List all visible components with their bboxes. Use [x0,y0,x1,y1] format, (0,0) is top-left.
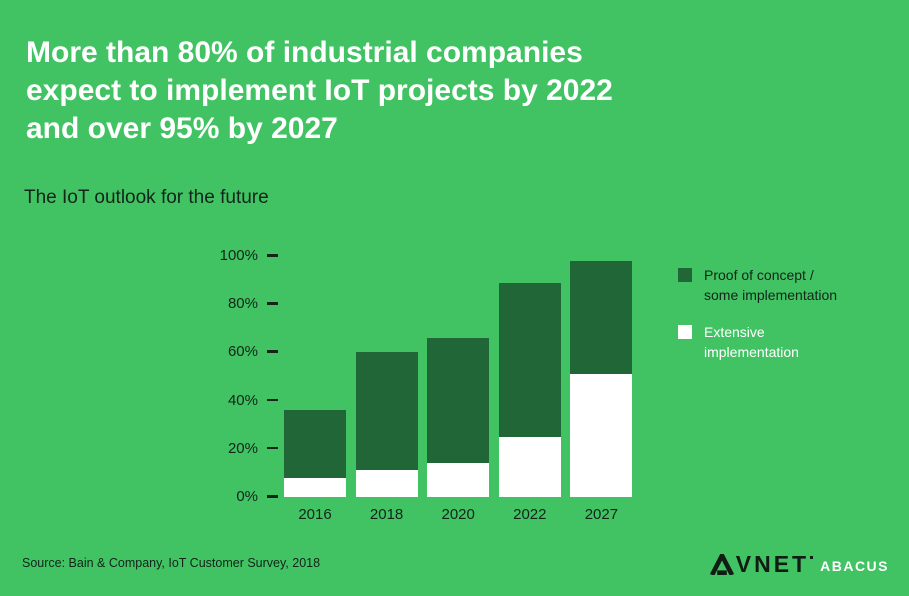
logo-brand-text: VNET [735,551,810,577]
legend-label: Extensive implementation [704,324,799,360]
legend-item-extensive: Extensive implementation [678,323,799,362]
y-axis-tick-mark [267,350,278,353]
x-axis-category-label: 2022 [513,506,547,523]
source-attribution: Source: Bain & Company, IoT Customer Sur… [22,556,321,570]
x-axis-category-label: 2020 [441,506,475,523]
x-axis-category-label: 2016 [298,506,332,523]
y-axis-tick-mark [267,446,278,450]
bar-segment-poc-2027 [570,260,633,375]
legend-label: Proof of concept / some implementation [704,267,838,303]
bar-segment-extensive-2020 [427,463,490,497]
bar-segment-extensive-2018 [355,470,418,497]
legend-swatch-dark-green [678,268,692,282]
y-axis-tick-mark [267,302,278,305]
chart-title: The IoT outlook for the future [24,187,269,208]
bar-segment-extensive-2022 [498,436,561,497]
trademark-mark-icon [810,556,814,559]
bar-segment-extensive-2016 [284,477,346,497]
y-axis-tick-label: 80% [227,295,258,313]
avnet-a-icon [709,554,734,575]
bar-segment-poc-2020 [427,337,490,464]
x-axis-category-label: 2027 [584,506,619,523]
x-axis-category-label: 2018 [369,506,404,523]
bar-segment-poc-2018 [355,352,418,471]
bar-segment-poc-2022 [498,282,561,437]
legend-swatch-white [678,325,692,339]
logo-subbrand-text: ABACUS [820,558,889,574]
bar-segment-extensive-2027 [570,374,633,497]
avnet-abacus-logo: VNET ABACUS [709,551,889,577]
bar-segment-poc-2016 [284,410,346,478]
y-axis-tick-label: 60% [227,343,258,361]
y-axis-tick-label: 0% [236,488,258,505]
y-axis-tick-mark [267,495,278,498]
y-axis-tick-mark [267,254,278,257]
y-axis-tick-label: 100% [219,247,258,264]
y-axis-tick-mark [267,398,278,402]
y-axis-tick-label: 20% [227,439,258,457]
legend-item-proof-of-concept: Proof of concept / some implementation [678,266,837,305]
slide-title: More than 80% of industrial companies ex… [26,36,613,145]
y-axis-tick-label: 40% [227,391,258,409]
